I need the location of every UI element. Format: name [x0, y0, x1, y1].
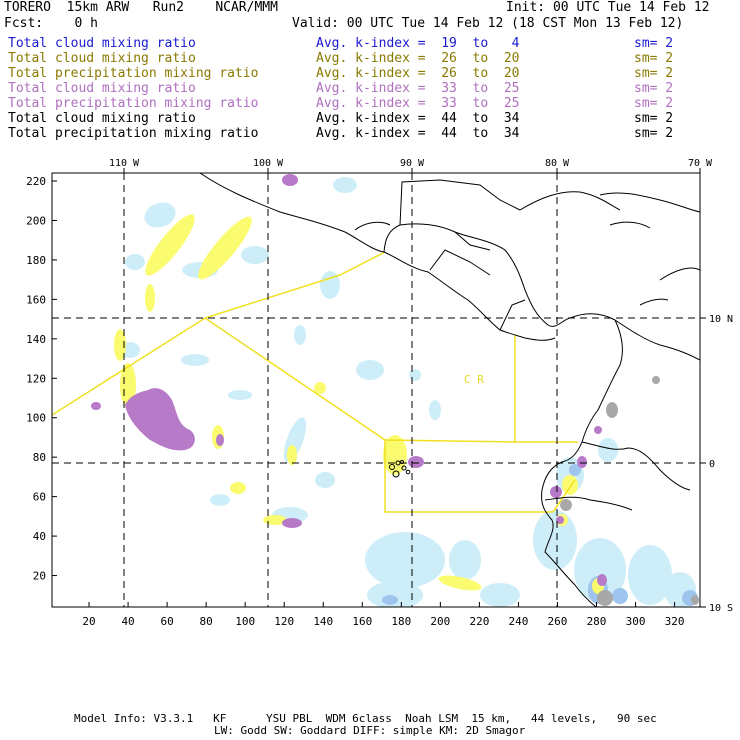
legend-field-label: Total cloud mixing ratio — [8, 111, 196, 126]
grid-x-label: 60 — [160, 615, 173, 628]
physics-info: LW: Godd SW: Goddard DIFF: simple KM: 2D… — [214, 724, 526, 737]
precip-cloud-field: C R — [52, 173, 700, 607]
legend-smoothing: sm= 2 — [634, 51, 674, 66]
grid-y-label: 100 — [26, 412, 46, 425]
legend-field-label: Total cloud mixing ratio — [8, 36, 196, 51]
lon-label: 110 W — [109, 158, 140, 169]
legend-smoothing: sm= 2 — [634, 126, 674, 141]
legend-kindex-range: Avg. k-index = 19 to 4 — [316, 36, 520, 51]
grid-x-label: 40 — [121, 615, 134, 628]
grid-y-label: 20 — [33, 570, 46, 583]
grid-x-label: 220 — [469, 615, 489, 628]
model-info: Model Info: V3.3.1 KF YSU PBL WDM 6class… — [74, 712, 657, 725]
forecast-hour: Fcst: 0 h — [4, 16, 98, 31]
legend-field-label: Total precipitation mixing ratio — [8, 96, 259, 111]
grid-x-label: 320 — [665, 615, 685, 628]
lat-label: 10 N — [709, 314, 733, 325]
grid-x-label: 280 — [587, 615, 607, 628]
init-time: Init: 00 UTC Tue 14 Feb 12 — [506, 0, 710, 15]
plot-frame — [51, 172, 701, 608]
grid-x-label: 120 — [274, 615, 294, 628]
legend-smoothing: sm= 2 — [634, 36, 674, 51]
legend-kindex-range: Avg. k-index = 44 to 34 — [316, 111, 520, 126]
lon-label: 80 W — [545, 158, 570, 169]
legend-kindex-range: Avg. k-index = 33 to 25 — [316, 96, 520, 111]
grid-y-label: 60 — [33, 491, 46, 504]
legend-smoothing: sm= 2 — [634, 96, 674, 111]
legend-kindex-range: Avg. k-index = 44 to 34 — [316, 126, 520, 141]
lat-label: 10 S — [709, 603, 733, 614]
nested-domain-lines — [52, 251, 578, 513]
legend-field-label: Total precipitation mixing ratio — [8, 66, 259, 81]
lat-lon-grid — [52, 173, 700, 607]
grid-y-label: 40 — [33, 530, 46, 543]
legend-kindex-range: Avg. k-index = 33 to 25 — [316, 81, 520, 96]
grid-x-label: 180 — [391, 615, 411, 628]
grid-x-label: 100 — [235, 615, 255, 628]
legend-field-label: Total precipitation mixing ratio — [8, 126, 259, 141]
grid-x-label: 20 — [82, 615, 95, 628]
legend-kindex-range: Avg. k-index = 26 to 20 — [316, 51, 520, 66]
coastlines — [199, 173, 700, 607]
grid-x-label: 240 — [508, 615, 528, 628]
legend-field-label: Total cloud mixing ratio — [8, 81, 196, 96]
grid-x-label: 260 — [548, 615, 568, 628]
grid-x-label: 300 — [626, 615, 646, 628]
lon-label: 100 W — [253, 158, 284, 169]
lon-label: 90 W — [400, 158, 425, 169]
lon-label: 70 W — [688, 158, 713, 169]
legend-smoothing: sm= 2 — [634, 66, 674, 81]
grid-x-label: 200 — [430, 615, 450, 628]
axes: 110 W 100 W 90 W 80 W 70 W 10 N 0 10 S 220 200 180… — [26, 158, 733, 628]
grid-x-label: 80 — [200, 615, 213, 628]
lat-label: 0 — [709, 459, 715, 470]
grid-y-label: 180 — [26, 254, 46, 267]
region-label: C R — [464, 373, 484, 386]
grid-x-label: 140 — [313, 615, 333, 628]
grid-y-label: 80 — [33, 451, 46, 464]
legend-smoothing: sm= 2 — [634, 81, 674, 96]
grid-y-label: 120 — [26, 372, 46, 385]
legend-smoothing: sm= 2 — [634, 111, 674, 126]
legend-field-label: Total cloud mixing ratio — [8, 51, 196, 66]
grid-x-label: 160 — [352, 615, 372, 628]
valid-time: Valid: 00 UTC Tue 14 Feb 12 (18 CST Mon … — [292, 16, 684, 31]
grid-y-label: 160 — [26, 293, 46, 306]
grid-y-label: 220 — [26, 175, 46, 188]
grid-y-label: 200 — [26, 214, 46, 227]
legend-kindex-range: Avg. k-index = 26 to 20 — [316, 66, 520, 81]
run-title: TORERO 15km ARW Run2 NCAR/MMM — [4, 0, 278, 15]
grid-y-label: 140 — [26, 333, 46, 346]
